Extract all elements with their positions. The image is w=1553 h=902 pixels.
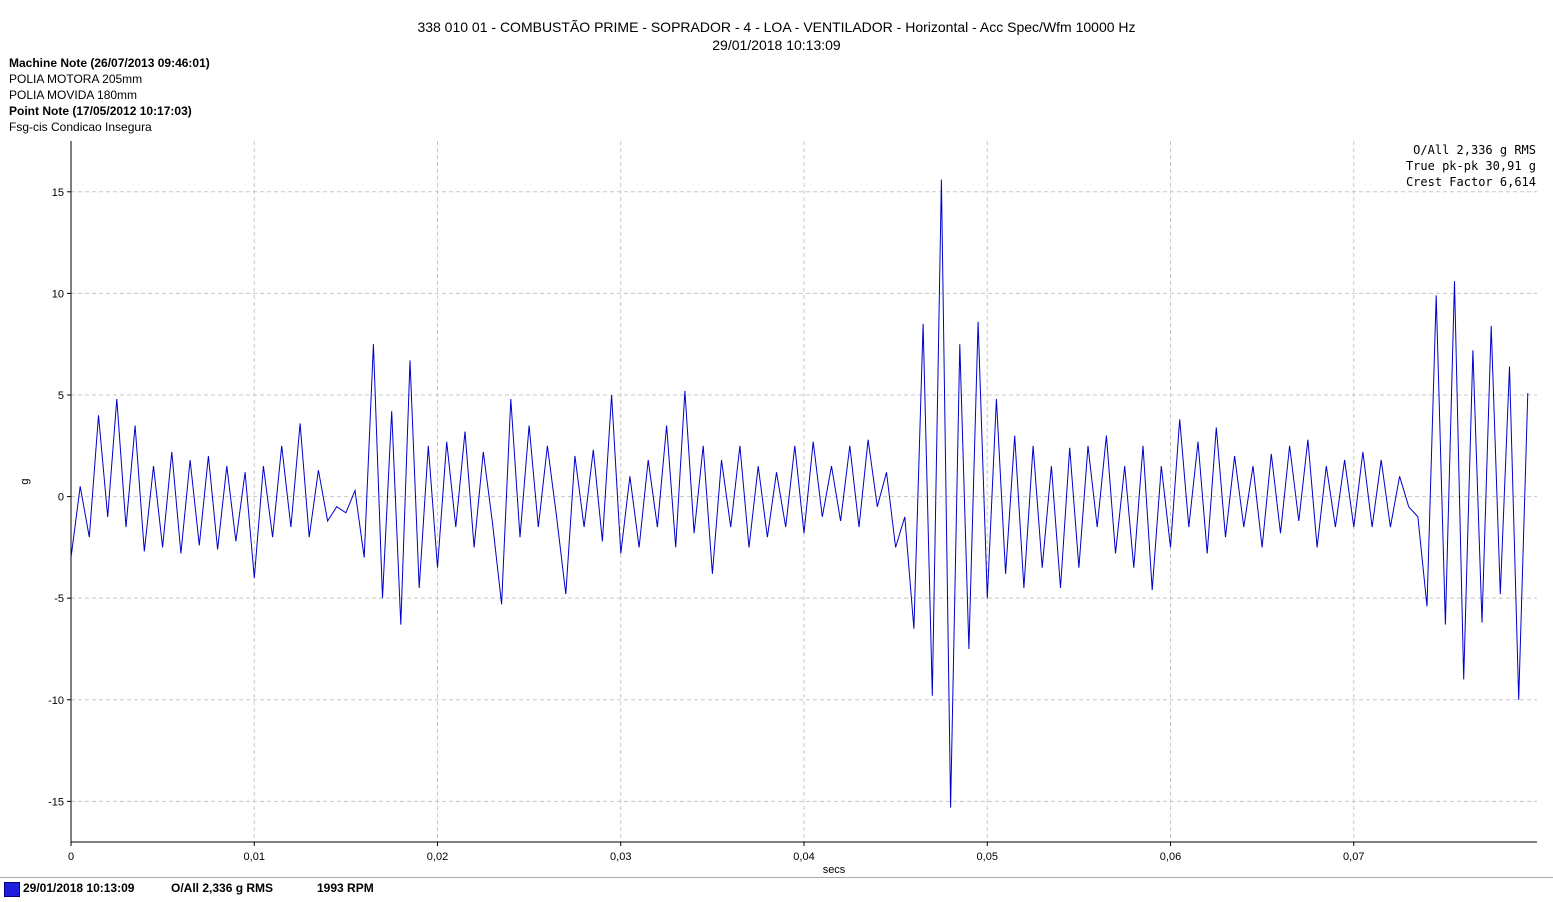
machine-note-line: POLIA MOVIDA 180mm [9, 88, 138, 102]
y-axis-label: g [19, 478, 31, 484]
y-tick-label: 10 [52, 288, 64, 300]
y-tick-label: 5 [58, 390, 64, 402]
x-tick-label: 0 [68, 851, 74, 863]
x-tick-label: 0,03 [610, 851, 631, 863]
legend-overall: O/All 2,336 g RMS [171, 881, 274, 895]
y-tick-label: 15 [52, 187, 64, 199]
x-tick-label: 0,05 [977, 851, 998, 863]
crest-factor: Crest Factor 6,614 [1405, 175, 1536, 189]
legend-rpm: 1993 RPM [317, 881, 374, 895]
y-tick-label: -10 [48, 695, 64, 707]
x-axis-label: secs [823, 864, 846, 876]
point-note-line: Fsg-cis Condicao Insegura [9, 120, 152, 134]
x-tick-label: 0,04 [793, 851, 814, 863]
x-tick-label: 0,02 [427, 851, 448, 863]
series-swatch[interactable] [4, 882, 20, 897]
chart-title: 338 010 01 - COMBUSTÃO PRIME - SOPRADOR … [417, 19, 1136, 35]
legend-date: 29/01/2018 10:13:09 [23, 881, 135, 895]
y-tick-label: -5 [54, 593, 64, 605]
waveform-chart[interactable]: 0 0,01 0,02 0,03 0,04 0,05 0,06 0,07 15 10 5 0 -5 -10… [0, 0, 1553, 877]
series-line [70, 179, 1529, 808]
x-tick-label: 0,01 [244, 851, 265, 863]
notes-panel: Machine Note (26/07/2013 09:46:01) POLIA… [9, 55, 210, 135]
x-tick-label: 0,07 [1343, 851, 1364, 863]
chart-subtitle: 29/01/2018 10:13:09 [712, 37, 841, 53]
true-pk-pk: True pk-pk 30,91 g [1405, 159, 1536, 173]
x-tick-label: 0,06 [1160, 851, 1181, 863]
machine-note-line: POLIA MOTORA 205mm [9, 72, 143, 86]
y-tick-label: -15 [48, 796, 64, 808]
point-note-label: Point Note (17/05/2012 10:17:03) [9, 104, 192, 118]
stats-panel: O/All 2,336 g RMS True pk-pk 30,91 g Cre… [1406, 142, 1536, 190]
overall-rms: O/All 2,336 g RMS [1413, 143, 1536, 157]
y-tick-label: 0 [58, 492, 64, 504]
legend-bar: 29/01/2018 10:13:09 O/All 2,336 g RMS 19… [0, 877, 1553, 902]
machine-note-label: Machine Note (26/07/2013 09:46:01) [9, 56, 210, 70]
